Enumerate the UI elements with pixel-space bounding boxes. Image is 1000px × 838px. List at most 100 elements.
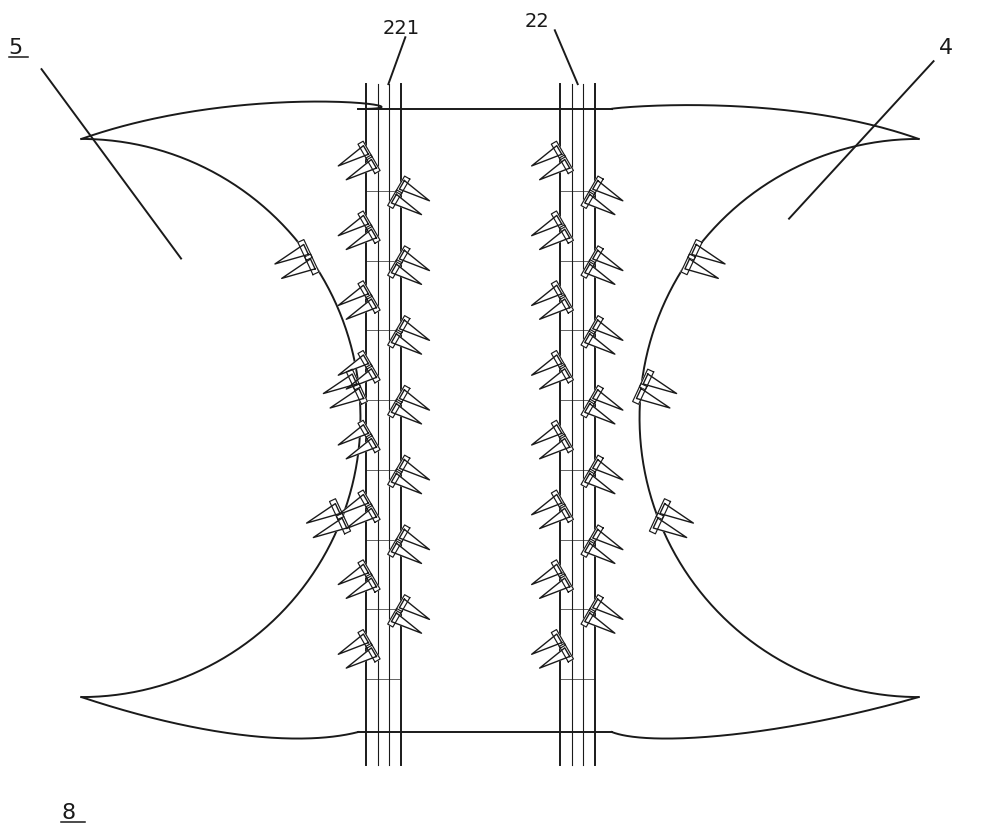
Polygon shape — [593, 530, 623, 550]
Polygon shape — [540, 159, 570, 179]
Polygon shape — [388, 329, 402, 348]
Polygon shape — [338, 285, 368, 305]
Polygon shape — [391, 473, 422, 494]
Polygon shape — [581, 608, 595, 627]
Polygon shape — [540, 438, 570, 458]
Polygon shape — [593, 320, 623, 340]
Polygon shape — [307, 504, 340, 523]
Polygon shape — [589, 385, 603, 404]
Polygon shape — [388, 469, 402, 488]
Polygon shape — [585, 264, 615, 284]
Polygon shape — [589, 455, 603, 473]
Polygon shape — [399, 390, 429, 410]
Polygon shape — [388, 608, 402, 627]
Polygon shape — [358, 490, 372, 509]
Polygon shape — [346, 370, 361, 390]
Polygon shape — [346, 578, 376, 598]
Polygon shape — [399, 599, 429, 619]
Polygon shape — [688, 240, 702, 261]
Polygon shape — [396, 316, 410, 334]
Polygon shape — [581, 260, 595, 278]
Polygon shape — [346, 369, 376, 389]
Polygon shape — [338, 564, 368, 585]
Polygon shape — [581, 399, 595, 417]
Polygon shape — [559, 574, 573, 592]
Polygon shape — [396, 385, 410, 404]
Polygon shape — [660, 504, 693, 523]
Polygon shape — [391, 194, 422, 215]
Polygon shape — [346, 230, 376, 250]
Polygon shape — [589, 246, 603, 264]
Polygon shape — [396, 455, 410, 473]
Polygon shape — [366, 644, 380, 662]
Polygon shape — [559, 504, 573, 522]
Polygon shape — [581, 190, 595, 209]
Polygon shape — [593, 390, 623, 410]
Polygon shape — [559, 225, 573, 243]
Polygon shape — [358, 211, 372, 230]
Polygon shape — [593, 180, 623, 201]
Polygon shape — [532, 634, 562, 654]
Polygon shape — [366, 365, 380, 383]
Polygon shape — [338, 215, 368, 235]
Polygon shape — [593, 459, 623, 480]
Polygon shape — [585, 613, 615, 634]
Polygon shape — [559, 365, 573, 383]
Polygon shape — [366, 155, 380, 173]
Polygon shape — [358, 281, 372, 299]
Polygon shape — [346, 648, 376, 668]
Text: 5: 5 — [9, 39, 23, 58]
Polygon shape — [388, 399, 402, 417]
Polygon shape — [685, 259, 718, 278]
Polygon shape — [396, 176, 410, 194]
Polygon shape — [391, 264, 422, 284]
Polygon shape — [653, 518, 687, 537]
Polygon shape — [551, 281, 565, 299]
Polygon shape — [589, 316, 603, 334]
Polygon shape — [540, 509, 570, 529]
Polygon shape — [585, 194, 615, 215]
Polygon shape — [396, 595, 410, 613]
Polygon shape — [633, 384, 647, 404]
Polygon shape — [593, 599, 623, 619]
Polygon shape — [532, 215, 562, 235]
Polygon shape — [643, 374, 677, 394]
Polygon shape — [399, 320, 429, 340]
Polygon shape — [532, 425, 562, 445]
Text: 4: 4 — [939, 39, 953, 58]
Polygon shape — [581, 539, 595, 557]
Polygon shape — [532, 146, 562, 166]
Polygon shape — [399, 530, 429, 550]
Polygon shape — [282, 259, 315, 278]
Polygon shape — [399, 251, 429, 271]
Polygon shape — [540, 648, 570, 668]
Polygon shape — [581, 469, 595, 488]
Polygon shape — [681, 254, 695, 275]
Polygon shape — [656, 499, 670, 520]
Polygon shape — [399, 459, 429, 480]
Polygon shape — [396, 246, 410, 264]
Polygon shape — [358, 141, 372, 160]
Polygon shape — [589, 595, 603, 613]
Polygon shape — [540, 230, 570, 250]
Polygon shape — [330, 389, 364, 408]
Polygon shape — [366, 294, 380, 313]
Polygon shape — [346, 438, 376, 458]
Polygon shape — [639, 370, 654, 390]
Polygon shape — [585, 334, 615, 354]
Polygon shape — [551, 211, 565, 230]
Polygon shape — [358, 560, 372, 578]
Polygon shape — [391, 613, 422, 634]
Polygon shape — [305, 254, 319, 275]
Polygon shape — [391, 334, 422, 354]
Polygon shape — [649, 513, 664, 534]
Polygon shape — [366, 504, 380, 522]
Polygon shape — [346, 159, 376, 179]
Polygon shape — [532, 494, 562, 515]
Polygon shape — [551, 421, 565, 439]
Polygon shape — [532, 355, 562, 375]
Polygon shape — [559, 294, 573, 313]
Polygon shape — [338, 634, 368, 654]
Polygon shape — [366, 574, 380, 592]
Polygon shape — [551, 141, 565, 160]
